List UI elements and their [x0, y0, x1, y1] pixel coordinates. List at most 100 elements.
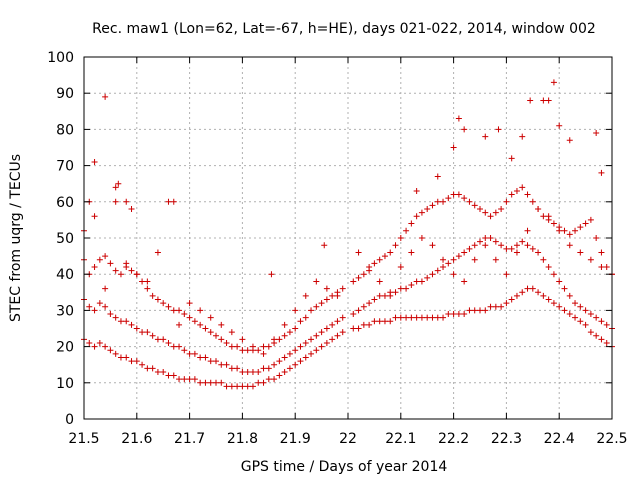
- y-tick-label: 100: [47, 50, 74, 66]
- data-point: [339, 314, 346, 321]
- data-point: [191, 350, 198, 357]
- y-tick-label: 90: [56, 86, 74, 102]
- data-point: [366, 321, 373, 328]
- data-point: [529, 245, 536, 252]
- data-point: [598, 249, 605, 256]
- data-point: [112, 350, 119, 357]
- data-point: [144, 285, 151, 292]
- data-point: [587, 311, 594, 318]
- data-point: [265, 365, 272, 372]
- data-point: [91, 213, 98, 220]
- data-point: [186, 376, 193, 383]
- data-point: [197, 379, 204, 386]
- data-point: [213, 379, 219, 386]
- data-point: [535, 249, 542, 256]
- data-point: [482, 307, 489, 314]
- data-point: [550, 271, 557, 278]
- data-point: [577, 318, 584, 325]
- data-point: [566, 242, 573, 249]
- data-point: [498, 206, 505, 213]
- data-point: [228, 383, 235, 390]
- data-point: [360, 271, 367, 278]
- data-point: [244, 383, 251, 390]
- data-point: [186, 350, 193, 357]
- data-point: [418, 209, 425, 216]
- data-point: [260, 379, 267, 386]
- data-point: [556, 303, 563, 310]
- data-point: [268, 271, 275, 278]
- data-point: [207, 379, 214, 386]
- data-point: [556, 227, 563, 234]
- data-point: [255, 379, 262, 386]
- data-point: [323, 285, 330, 292]
- data-point: [418, 278, 425, 285]
- data-point: [556, 122, 563, 129]
- data-point: [577, 303, 584, 310]
- data-point: [561, 307, 568, 314]
- data-point: [239, 383, 246, 390]
- data-point: [455, 115, 462, 122]
- data-point: [461, 195, 468, 202]
- data-point: [445, 260, 452, 267]
- data-point: [329, 321, 336, 328]
- data-point: [455, 191, 462, 198]
- data-point: [321, 242, 328, 249]
- data-point: [286, 365, 293, 372]
- data-point: [191, 376, 198, 383]
- data-point: [408, 249, 415, 256]
- data-point: [587, 216, 594, 223]
- data-point: [191, 318, 198, 325]
- data-point: [524, 285, 531, 292]
- data-point: [508, 191, 515, 198]
- data-point: [529, 285, 536, 292]
- data-point: [91, 307, 98, 314]
- data-point: [91, 158, 98, 165]
- data-point: [545, 97, 552, 104]
- data-point: [540, 292, 547, 299]
- data-point: [413, 314, 420, 321]
- data-point: [492, 238, 499, 245]
- data-point: [593, 332, 600, 339]
- data-point: [450, 271, 457, 278]
- data-point: [355, 274, 362, 281]
- data-point: [524, 227, 531, 234]
- data-point: [598, 169, 605, 176]
- data-point: [561, 227, 568, 234]
- data-point: [176, 321, 183, 328]
- data-point: [498, 303, 505, 310]
- x-tick-label: 21.8: [227, 431, 258, 447]
- data-point: [271, 361, 278, 368]
- data-point: [371, 260, 378, 267]
- data-point: [170, 372, 177, 379]
- data-point: [133, 325, 140, 332]
- data-point: [234, 343, 241, 350]
- data-point: [424, 274, 431, 281]
- data-point: [133, 271, 140, 278]
- data-point: [429, 202, 436, 209]
- data-point: [149, 365, 156, 372]
- data-point: [482, 242, 489, 249]
- data-point: [545, 213, 552, 220]
- data-point: [466, 245, 473, 252]
- data-point: [487, 213, 494, 220]
- y-tick-label: 10: [56, 376, 74, 392]
- data-point: [445, 195, 452, 202]
- data-point: [128, 267, 135, 274]
- data-point: [102, 303, 109, 310]
- data-point: [102, 253, 109, 260]
- data-point: [96, 300, 103, 307]
- data-point: [440, 314, 447, 321]
- data-point: [413, 187, 420, 194]
- x-axis-ticks: 21.5 21.6 21.7 21.8 21.9 22 22.1 22.2 22.3 22.4 22…: [68, 57, 628, 447]
- data-point: [450, 144, 457, 151]
- data-point: [540, 97, 547, 104]
- data-point: [603, 339, 610, 346]
- data-point: [329, 292, 336, 299]
- data-point: [519, 133, 526, 140]
- data-point: [144, 278, 151, 285]
- data-point: [165, 303, 172, 310]
- data-point: [86, 303, 93, 310]
- data-point: [418, 314, 425, 321]
- data-point: [96, 256, 103, 263]
